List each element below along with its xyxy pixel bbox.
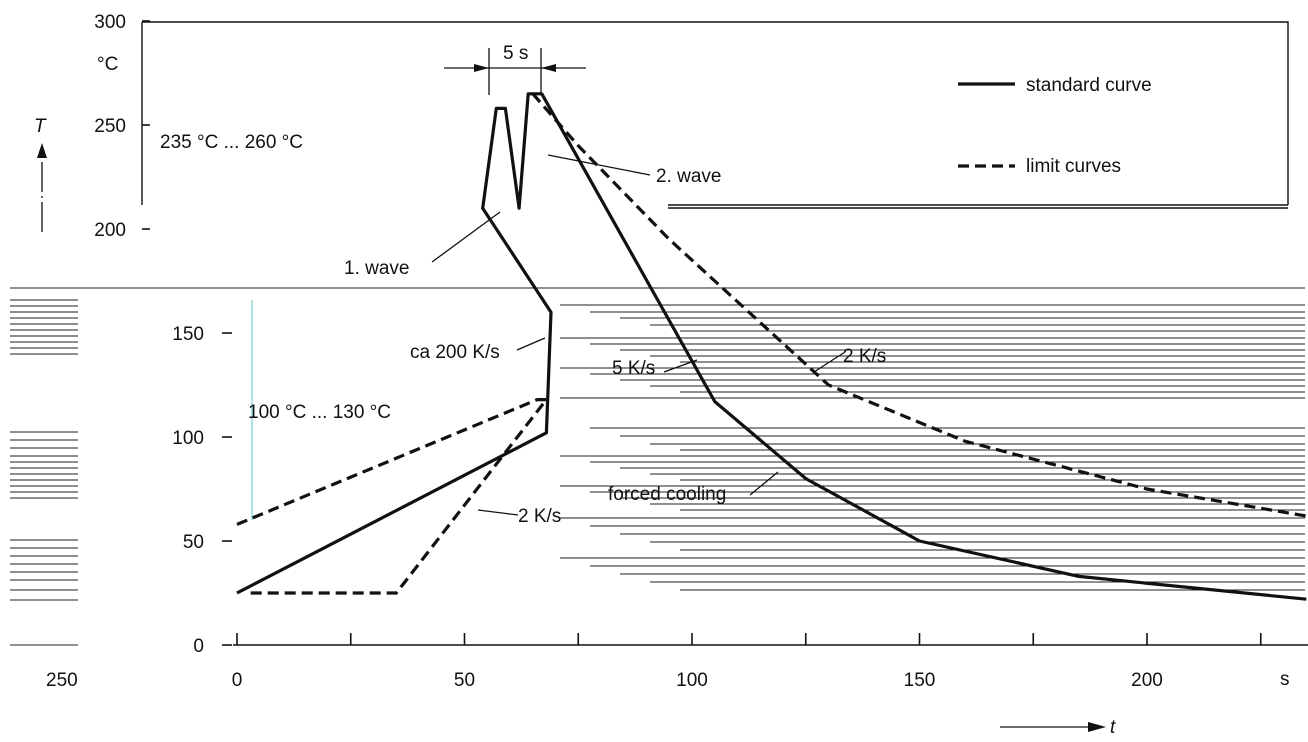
series-line-4 <box>531 92 1307 518</box>
legend-label-limit: limit curves <box>1026 156 1121 177</box>
wave1-leader <box>431 211 501 263</box>
rate-heat-limit-leader <box>477 509 519 516</box>
x-unit-label: s <box>1280 669 1290 690</box>
x-arrow-head <box>1088 722 1106 732</box>
left-cut-x-label: 250 <box>46 670 78 691</box>
rate-heat-label: ca 200 K/s <box>410 342 500 363</box>
wave2-label: 2. wave <box>656 166 721 187</box>
series-line-3 <box>250 398 548 595</box>
y-tick-label: 250 <box>94 116 126 137</box>
y-tick-labels: 0 50 100 150 200 250 300 <box>94 12 204 657</box>
forced-cooling-label: forced cooling <box>608 484 726 505</box>
x-tick-label: 0 <box>232 670 243 691</box>
x-tick-label: 100 <box>676 670 708 691</box>
x-tick-label: 150 <box>904 670 936 691</box>
y-unit-label: °C <box>97 54 118 75</box>
series-layer <box>236 92 1307 601</box>
scan-artifact-lines <box>10 287 1305 646</box>
rate-heat-limit-label: 2 K/s <box>518 506 561 527</box>
legend: standard curve limit curves <box>958 75 1152 177</box>
rate-heat-leader <box>516 337 546 351</box>
x-tick-label: 50 <box>454 670 475 691</box>
legend-label-standard: standard curve <box>1026 75 1152 96</box>
x-tick-label: 200 <box>1131 670 1163 691</box>
rate-cool-std-leader <box>663 359 698 373</box>
y-tick-label: 200 <box>94 220 126 241</box>
forced-cooling-leader <box>749 471 779 496</box>
series-line-1 <box>236 92 1307 601</box>
duration-marker <box>444 48 586 95</box>
y-tick-label: 150 <box>172 324 204 345</box>
duration-label: 5 s <box>503 43 528 64</box>
preheat-range-label: 100 °C ... 130 °C <box>248 402 391 423</box>
y-tick-label: 0 <box>193 636 204 657</box>
y-tick-label: 100 <box>172 428 204 449</box>
peak-range-label: 235 °C ... 260 °C <box>160 132 303 153</box>
y-axis-ticks <box>142 20 232 646</box>
series-line-2 <box>236 398 547 526</box>
y-tick-label: 50 <box>183 532 204 553</box>
x-tick-labels: 0 50 100 150 200 <box>232 670 1163 691</box>
y-symbol: T <box>34 116 47 137</box>
y-tick-label: 300 <box>94 12 126 33</box>
rate-cool-limit-label: 2 K/s <box>843 346 886 367</box>
x-symbol: t <box>1110 717 1116 738</box>
rate-cool-std-label: 5 K/s <box>612 358 655 379</box>
wave1-label: 1. wave <box>344 258 409 279</box>
x-axis-ticks <box>236 633 1262 645</box>
upper-panel-frame <box>141 21 1289 206</box>
wave2-leader <box>547 154 651 176</box>
rate-cool-limit-leader <box>813 351 846 373</box>
y-arrow-head <box>37 143 47 158</box>
